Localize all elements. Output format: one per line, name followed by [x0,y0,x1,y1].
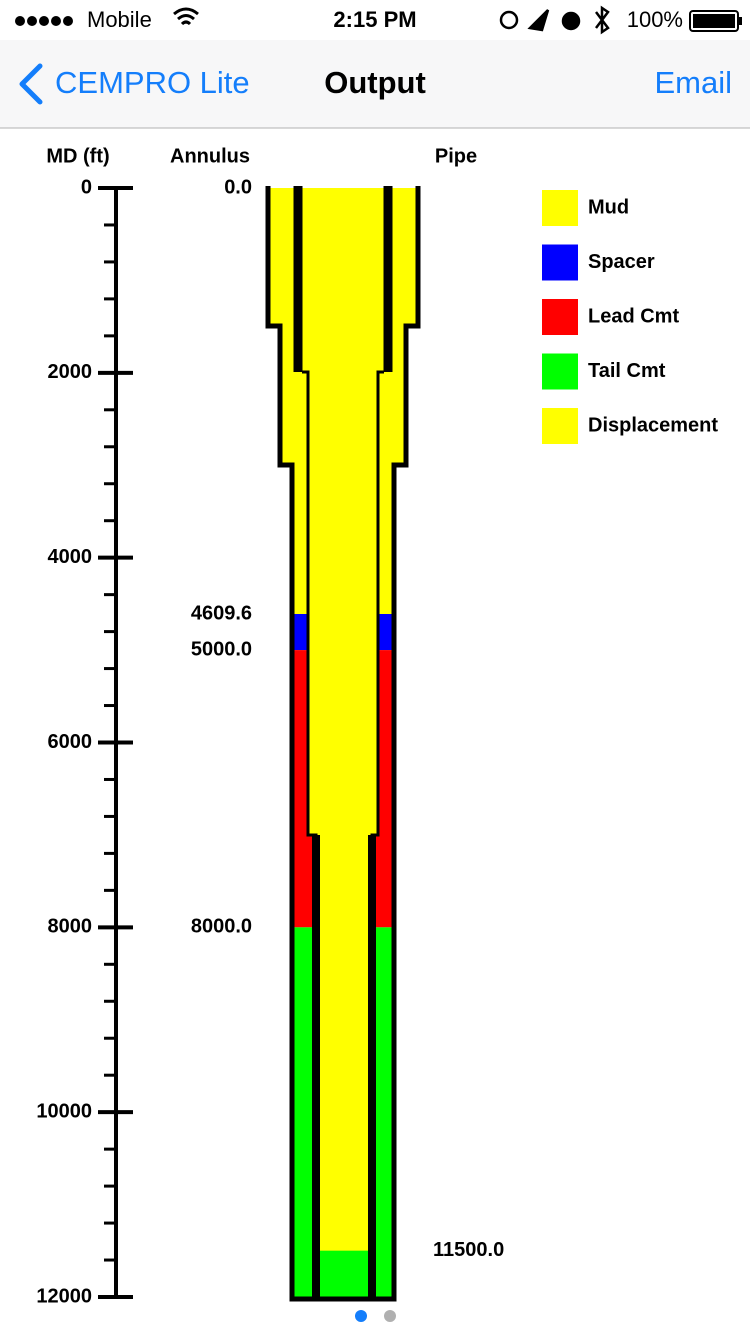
annulus-depth-label: 4609.6 [191,602,252,624]
back-label[interactable]: CEMPRO Lite [55,65,250,100]
status-bar: Mobile 2:15 PM 100% [15,5,742,35]
battery-level: 100% [627,7,683,32]
legend-label: Displacement [588,414,718,436]
pipe-interval [302,1250,384,1297]
y-tick-label: 12000 [36,1285,92,1307]
legend-label: Tail Cmt [588,360,666,382]
legend-label: Spacer [588,251,655,273]
legend-swatch [542,353,578,390]
time: 2:15 PM [333,7,416,32]
y-tick-label: 4000 [48,546,93,568]
page-dot-active[interactable] [355,1310,367,1322]
legend-label: Lead Cmt [588,305,679,327]
annulus-header: Annulus [170,145,250,167]
pipe-header: Pipe [435,145,477,167]
annulus-depth-label: 0.0 [224,176,252,198]
axis-label: MD (ft) [46,145,109,167]
nav-bar [0,40,750,128]
nav-title: Output [324,65,426,100]
wellbore [265,186,421,1302]
y-tick-label: 6000 [48,731,93,753]
carrier: Mobile [87,7,152,32]
y-tick-label: 0 [81,176,92,198]
pipe-depth-label: 11500.0 [433,1239,504,1261]
wifi-icon [173,7,199,26]
page-dot[interactable] [384,1310,396,1322]
y-tick-label: 2000 [48,361,93,383]
y-tick-label: 8000 [48,916,93,938]
legend-swatch [542,190,578,226]
legend-label: Mud [588,196,629,218]
status-icons [499,5,610,35]
legend-swatch [542,408,578,444]
back-button[interactable]: CEMPRO Lite [19,63,250,105]
annulus-depth-label: 8000.0 [191,916,252,938]
legend-swatch [542,299,578,335]
signal [15,16,73,26]
back-chevron[interactable] [19,63,43,105]
legend-swatch [542,244,578,281]
email-button[interactable]: Email [654,65,732,100]
battery-tip [739,17,742,25]
battery-fill [693,14,735,28]
y-tick-label: 10000 [36,1100,92,1122]
battery-icon [689,10,739,32]
annulus-depth-label: 5000.0 [191,638,252,660]
hole-wall [265,186,421,1302]
